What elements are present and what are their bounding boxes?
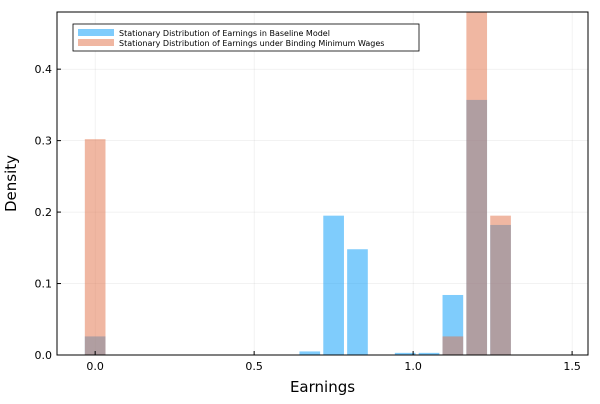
bar-series-0-x-1.05 [418, 352, 440, 355]
bar-series-1-x-1.275 [490, 215, 511, 355]
bar-series-1-x-1.2 [466, 12, 488, 355]
x-tick-label: 1.0 [404, 360, 422, 373]
legend-swatch-baseline [78, 29, 114, 36]
legend-label-baseline: Stationary Distribution of Earnings in B… [119, 29, 330, 38]
legend: Stationary Distribution of Earnings in B… [72, 23, 420, 52]
bar-series-1-x-0 [84, 139, 106, 355]
x-tick-label: 0.0 [86, 360, 104, 373]
bar-series-0-x-0.825 [347, 249, 368, 355]
plot-frame [56, 11, 589, 356]
bar-series-0-x-0.675 [299, 351, 321, 355]
y-tick-label: 0.4 [35, 63, 53, 76]
y-tick-label: 0.3 [35, 135, 53, 148]
bars [84, 12, 511, 355]
legend-swatch-minimum-wages [78, 39, 114, 46]
x-axis-label: Earnings [290, 378, 355, 396]
axes [56, 11, 589, 356]
legend-box [72, 23, 420, 52]
y-tick-label: 0.0 [35, 349, 53, 362]
bar-series-0-x-0.75 [323, 215, 344, 355]
y-tick-label: 0.2 [35, 206, 53, 219]
bar-series-1-x-1.125 [442, 336, 464, 355]
y-axis-label: Density [2, 155, 20, 212]
y-tick-label: 0.1 [35, 278, 53, 291]
x-tick-label: 1.5 [563, 360, 581, 373]
x-tick-label: 0.5 [245, 360, 263, 373]
legend-label-minimum-wages: Stationary Distribution of Earnings unde… [119, 39, 384, 48]
bar-series-0-x-0.975 [394, 352, 416, 355]
ticks: 0.0 0.5 1.0 1.5 0.0 0.1 0.2 0.3 0.4 [35, 63, 581, 373]
